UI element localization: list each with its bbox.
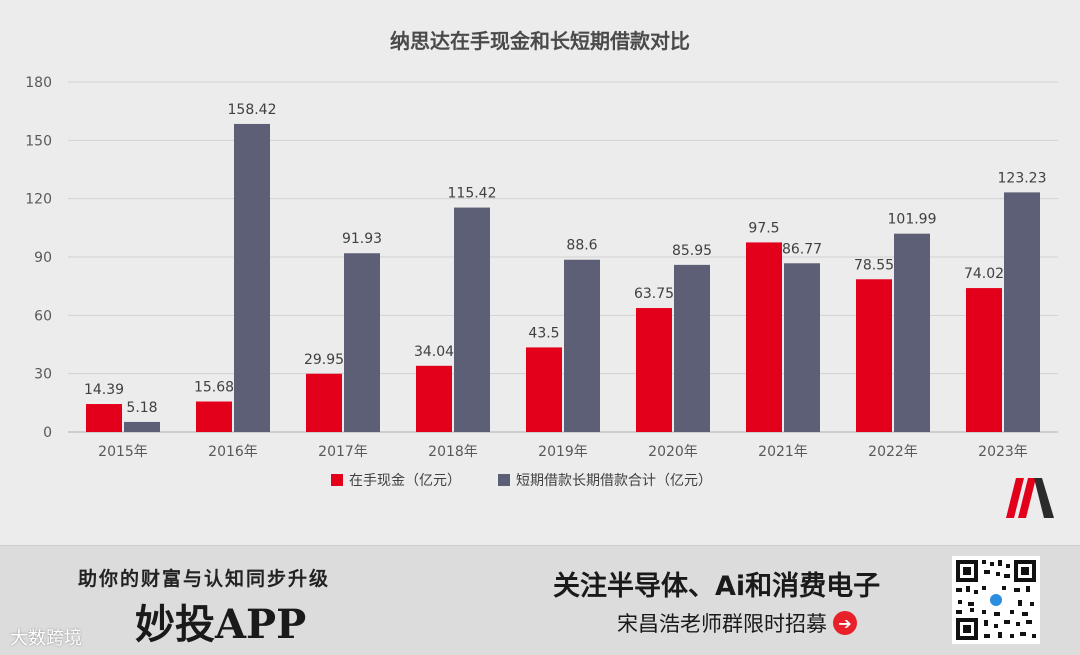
x-tick-label: 2019年 xyxy=(538,444,588,460)
cash-bar xyxy=(636,308,672,432)
cash-data-label: 15.68 xyxy=(194,380,234,396)
y-tick-label: 90 xyxy=(34,250,52,266)
legend-label-cash: 在手现金（亿元） xyxy=(349,473,461,489)
borrowing-data-label: 88.6 xyxy=(566,238,597,254)
y-tick-label: 60 xyxy=(34,308,52,324)
watermark: 大数跨境 xyxy=(10,628,82,649)
bar-chart: 纳思达在手现金和长短期借款对比 0 30 60 90 120 150 180 14.395.18… xyxy=(25,29,1058,489)
x-tick-label: 2022年 xyxy=(868,444,918,460)
banner-subline-text: 宋昌浩老师群限时招募 xyxy=(617,612,827,636)
x-tick-label: 2015年 xyxy=(98,444,148,460)
qr-code-icon[interactable] xyxy=(952,556,1040,644)
borrowing-data-label: 91.93 xyxy=(342,231,382,247)
borrowing-bar xyxy=(674,264,710,432)
borrowing-data-label: 5.18 xyxy=(126,400,157,416)
borrowing-data-label: 115.42 xyxy=(448,186,497,202)
cash-bar xyxy=(416,365,452,432)
cash-bar xyxy=(86,404,122,432)
borrowing-bar xyxy=(1004,192,1040,432)
cash-data-label: 14.39 xyxy=(84,382,124,398)
borrowing-data-label: 86.77 xyxy=(782,241,822,257)
legend-label-borrowing: 短期借款长期借款合计（亿元） xyxy=(516,473,712,489)
cash-data-label: 74.02 xyxy=(964,266,1004,282)
cash-bar xyxy=(746,242,782,432)
legend-swatch-cash xyxy=(331,474,343,486)
cash-bar xyxy=(526,347,562,432)
x-tick-label: 2023年 xyxy=(978,444,1028,460)
cash-bar xyxy=(306,373,342,432)
borrowing-data-label: 101.99 xyxy=(888,212,937,228)
x-tick-label: 2017年 xyxy=(318,444,368,460)
banner-headline: 关注半导体、Ai和消费电子 xyxy=(553,571,881,602)
app-name: 妙投APP xyxy=(135,601,307,648)
borrowing-bar xyxy=(784,263,820,432)
cash-bar xyxy=(966,288,1002,432)
y-tick-label: 180 xyxy=(25,75,52,91)
x-tick-label: 2021年 xyxy=(758,444,808,460)
cash-data-label: 97.5 xyxy=(748,220,779,236)
legend-swatch-borrowing xyxy=(498,474,510,486)
borrowing-bar xyxy=(344,253,380,432)
borrowing-data-label: 123.23 xyxy=(998,170,1047,186)
cash-bar xyxy=(856,279,892,432)
borrowing-bar xyxy=(564,259,600,432)
borrowing-data-label: 158.42 xyxy=(228,102,277,118)
cash-data-label: 78.55 xyxy=(854,257,894,273)
x-tick-label: 2016年 xyxy=(208,444,258,460)
chart-area: 纳思达在手现金和长短期借款对比 0 30 60 90 120 150 180 14.39 5.18… xyxy=(25,29,1058,518)
banner-subline: 宋昌浩老师群限时招募 ➔ xyxy=(617,608,857,638)
borrowing-data-label: 85.95 xyxy=(672,243,712,259)
banner-slogan: 助你的财富与认知同步升级 xyxy=(78,568,331,590)
chart-title: 纳思达在手现金和长短期借款对比 xyxy=(390,29,690,53)
borrowing-bar xyxy=(234,123,270,432)
cash-data-label: 29.95 xyxy=(304,352,344,368)
cash-data-label: 43.5 xyxy=(528,325,559,341)
x-tick-label: 2018年 xyxy=(428,444,478,460)
borrowing-bar xyxy=(124,421,160,432)
y-tick-label: 0 xyxy=(43,425,52,441)
borrowing-bar xyxy=(454,207,490,432)
arrow-right-icon[interactable]: ➔ xyxy=(833,611,857,635)
y-tick-label: 120 xyxy=(25,192,52,208)
cash-data-label: 63.75 xyxy=(634,286,674,302)
cash-bar xyxy=(196,401,232,432)
cash-data-label: 34.04 xyxy=(414,344,454,360)
y-tick-label: 150 xyxy=(25,133,52,149)
borrowing-bar xyxy=(894,233,930,432)
y-tick-label: 30 xyxy=(34,367,52,383)
brand-logo-icon xyxy=(1006,478,1054,518)
promo-banner[interactable]: 助你的财富与认知同步升级 妙投APP 大数跨境 关注半导体、Ai和消费电子 宋昌… xyxy=(0,545,1080,655)
x-tick-label: 2020年 xyxy=(648,444,698,460)
